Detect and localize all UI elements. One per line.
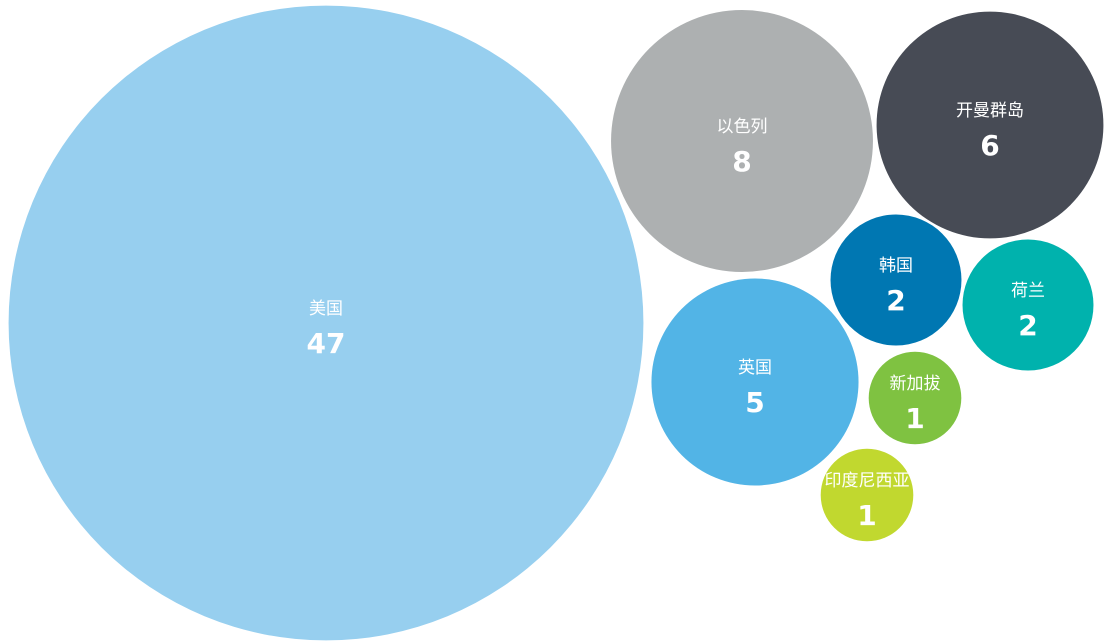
bubble-name: 印度尼西亚 — [825, 471, 910, 491]
bubble-value: 2 — [886, 284, 905, 317]
bubble-name: 开曼群岛 — [956, 101, 1024, 121]
bubble — [820, 448, 914, 542]
bubble-value: 1 — [905, 402, 924, 435]
bubble-value: 1 — [857, 499, 876, 532]
bubble-value: 47 — [307, 327, 346, 360]
bubble — [611, 10, 873, 272]
bubble-name: 韩国 — [879, 256, 913, 276]
bubble-value: 5 — [745, 386, 764, 419]
bubble-value: 2 — [1018, 309, 1037, 342]
bubble-name: 荷兰 — [1011, 281, 1045, 301]
bubble — [830, 214, 962, 346]
bubble — [651, 278, 859, 486]
bubble-name: 美国 — [309, 299, 343, 319]
bubble-name: 新加拔 — [890, 374, 941, 394]
bubble-value: 8 — [732, 145, 751, 178]
bubble — [8, 5, 644, 641]
bubble — [868, 351, 962, 445]
bubble-value: 6 — [980, 129, 999, 162]
bubble — [962, 239, 1094, 371]
bubble-name: 以色列 — [717, 117, 768, 137]
bubble-name: 英国 — [738, 358, 772, 378]
bubble — [876, 11, 1104, 239]
